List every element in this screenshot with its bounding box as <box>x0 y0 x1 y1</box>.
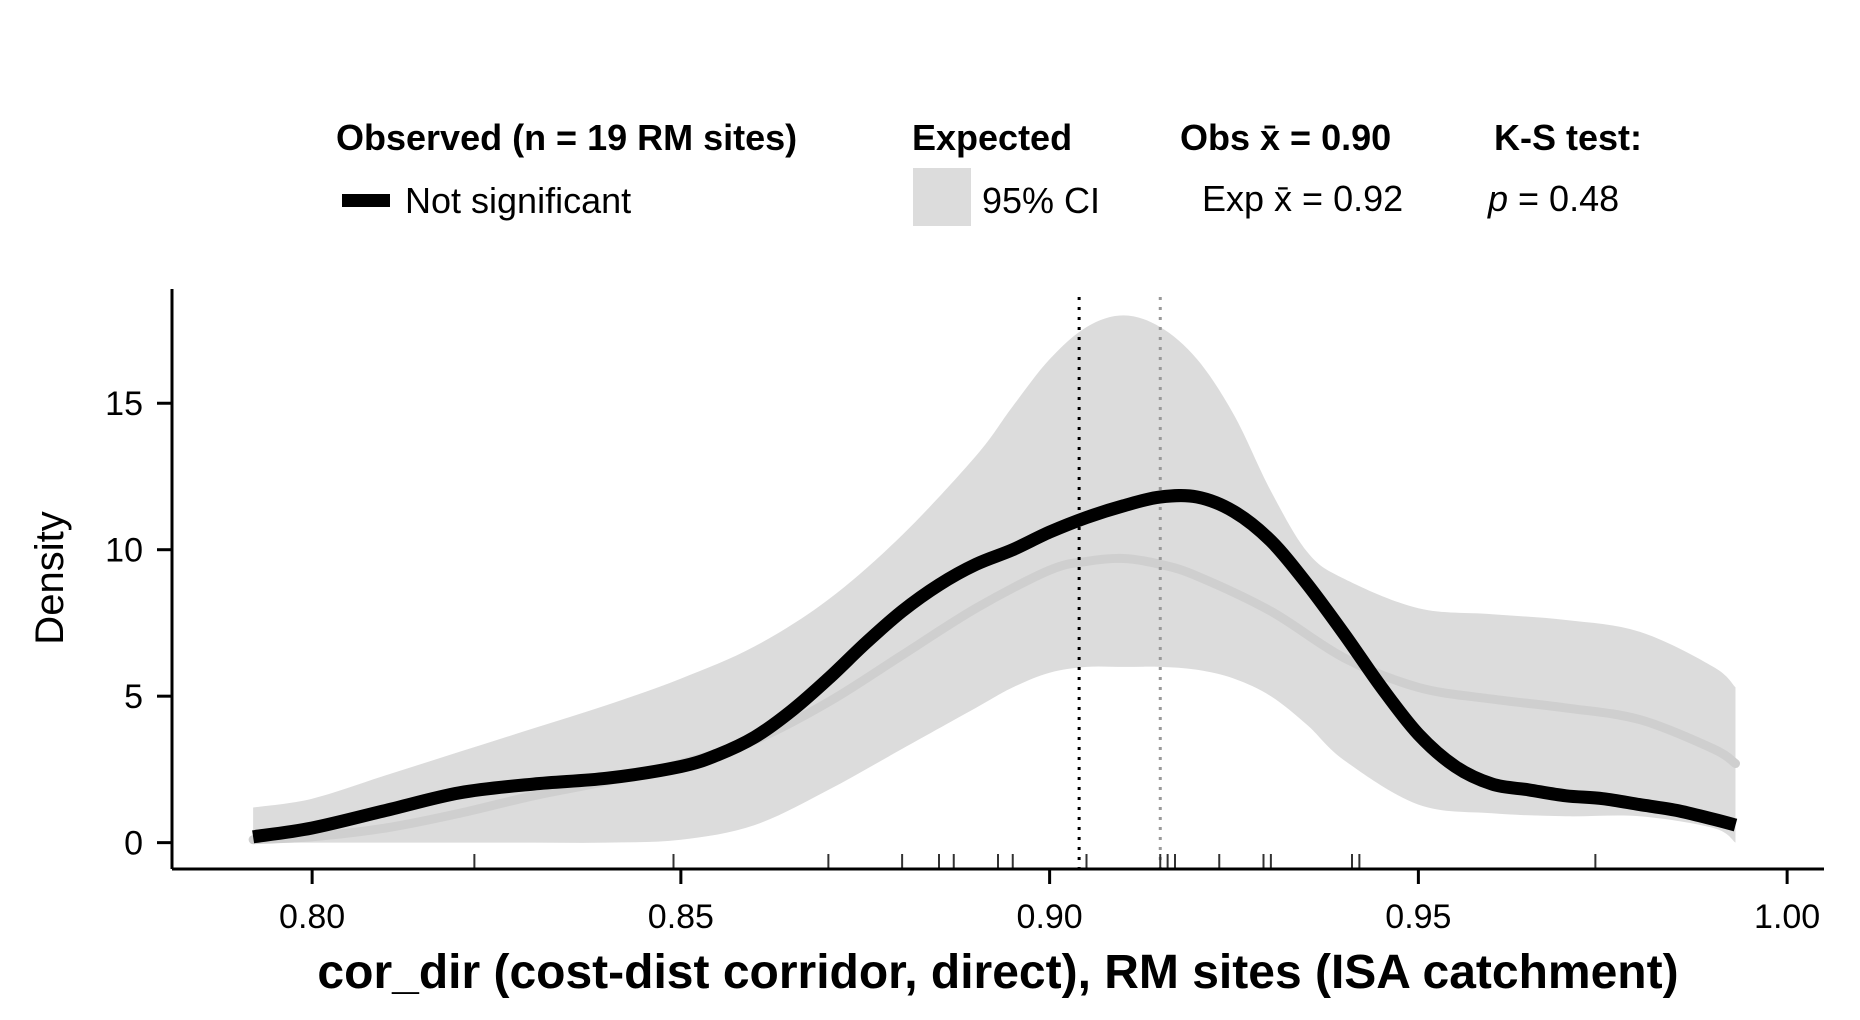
y-tick-label: 0 <box>124 825 143 863</box>
observed-density-line <box>252 489 1738 844</box>
legend-observed-title: Observed (n = 19 RM sites) <box>336 117 797 158</box>
y-axis-ticks: 0 5 10 15 <box>105 385 172 863</box>
x-axis-title: cor_dir (cost-dist corridor, direct), RM… <box>317 946 1678 999</box>
legend-ks-p-value: = 0.48 <box>1508 178 1619 219</box>
legend-obs-mean-text: Obs x̄ = 0.90 <box>1180 117 1391 158</box>
legend-exp-mean: Exp x̄ = 0.92 <box>1202 178 1403 219</box>
x-tick-label: 0.85 <box>648 898 714 936</box>
y-tick-label: 5 <box>124 678 143 716</box>
x-tick-label: 0.95 <box>1385 898 1451 936</box>
legend-ci-swatch <box>913 168 971 226</box>
legend-observed-swatch <box>342 194 390 207</box>
ci-band <box>253 315 1736 843</box>
expected-density-line <box>248 553 1740 845</box>
x-tick-label: 1.00 <box>1754 898 1820 936</box>
legend-ks-title: K-S test: <box>1494 117 1642 158</box>
x-tick-label: 0.90 <box>1017 898 1083 936</box>
legend-obs-mean: Obs x̄ = 0.90 <box>1180 117 1391 158</box>
y-tick-label: 10 <box>105 532 143 570</box>
y-tick-label: 15 <box>105 385 143 423</box>
legend-expected-title: Expected <box>912 117 1072 158</box>
x-axis-ticks: 0.80 0.85 0.90 0.95 1.00 <box>279 869 1820 936</box>
plot-area <box>248 297 1740 869</box>
legend-observed-item: Not significant <box>405 180 631 221</box>
legend-ks-p-symbol: p <box>1487 178 1508 219</box>
y-axis-title: Density <box>28 511 72 644</box>
legend-ks-p: p = 0.48 <box>1487 178 1619 219</box>
x-tick-label: 0.80 <box>279 898 345 936</box>
legend-ci-item: 95% CI <box>982 180 1100 221</box>
legend: Observed (n = 19 RM sites) Not significa… <box>336 117 1642 226</box>
